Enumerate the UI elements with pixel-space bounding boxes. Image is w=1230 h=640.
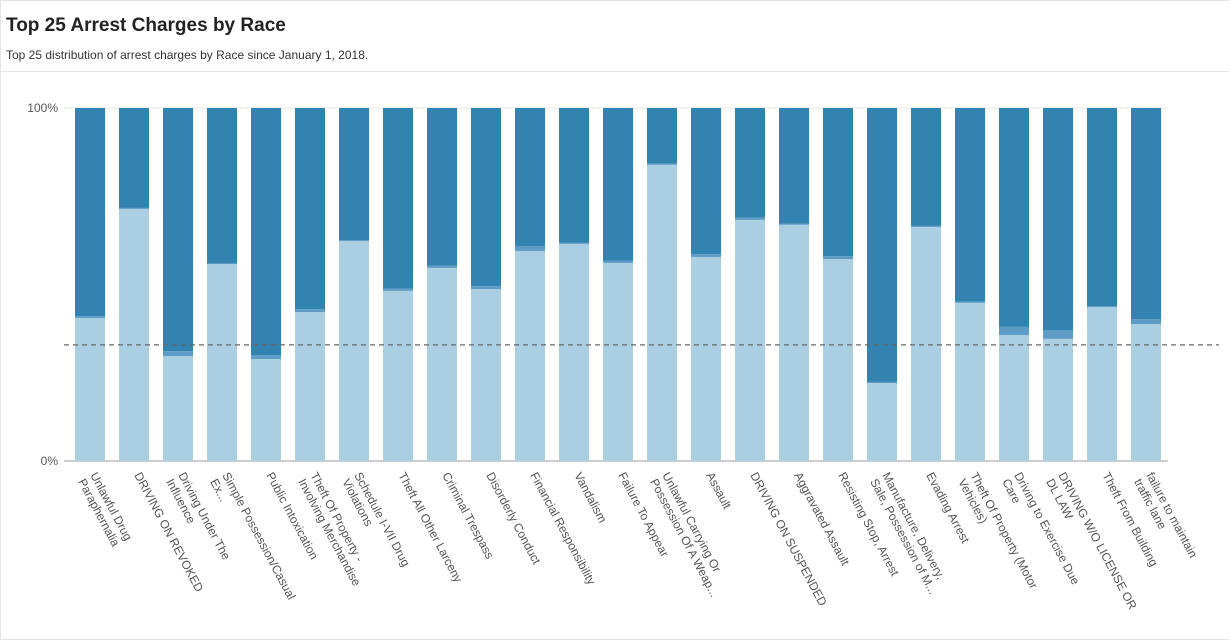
bar-segment — [427, 265, 457, 268]
bar-segment — [691, 256, 721, 461]
bar-segment — [207, 262, 237, 265]
bar-segment — [295, 312, 325, 461]
bar-segment — [647, 108, 677, 164]
bar-segment — [603, 260, 633, 263]
bar-segment — [163, 351, 193, 357]
bar-segment — [383, 290, 413, 461]
bar-segment — [1131, 324, 1161, 461]
bar-segment — [471, 108, 501, 287]
bar-segment — [911, 108, 941, 226]
bar-segment — [163, 108, 193, 352]
y-tick-label: 100% — [27, 101, 58, 115]
bar-segment — [163, 356, 193, 461]
bar-segment — [75, 108, 105, 317]
bar-segment — [471, 286, 501, 290]
bar-segment — [339, 241, 369, 461]
y-tick-label: 0% — [41, 454, 59, 468]
bar-segment — [75, 318, 105, 461]
bar-segment — [691, 254, 721, 257]
chart-subtitle: Top 25 distribution of arrest charges by… — [6, 48, 369, 62]
bar-segment — [1131, 319, 1161, 325]
bar-segment — [1043, 330, 1073, 339]
bar-segment — [735, 108, 765, 218]
bar-segment — [1043, 338, 1073, 461]
bar-segment — [823, 259, 853, 461]
bar-segment — [251, 108, 281, 356]
bar-segment — [911, 226, 941, 461]
x-tick-label: DRIVING ON SUSPENDED — [747, 470, 830, 609]
bar-segment — [955, 301, 985, 303]
bar-segment — [999, 326, 1029, 335]
bar-segment — [559, 242, 589, 244]
bar-segment — [603, 262, 633, 461]
bar-segment — [867, 382, 897, 461]
bar-segment — [339, 108, 369, 241]
bar-segment — [779, 108, 809, 224]
bar-segment — [735, 219, 765, 461]
bar-segment — [559, 108, 589, 243]
bar-segment — [1043, 108, 1073, 331]
bar-segment — [251, 355, 281, 359]
bar-segment — [515, 108, 545, 247]
x-tick-label: Assault — [703, 470, 734, 512]
separator — [1, 71, 1229, 72]
bar-segment — [911, 225, 941, 227]
bar-segment — [779, 224, 809, 461]
bar-segment — [823, 256, 853, 260]
bar-segment — [1087, 307, 1117, 461]
bar-segment — [691, 108, 721, 255]
bar-segment — [1087, 306, 1117, 308]
bar-segment — [295, 108, 325, 310]
bar-segment — [779, 223, 809, 225]
x-tick-label: Vandalism — [571, 470, 609, 525]
bar-segment — [515, 246, 545, 251]
bar-segment — [515, 250, 545, 461]
bar-segment — [427, 108, 457, 266]
bar-segment — [999, 108, 1029, 327]
x-tick-label: Unlawful Drug Paraphernalia — [75, 470, 136, 553]
bar-segment — [207, 264, 237, 461]
chart-title: Top 25 Arrest Charges by Race — [6, 15, 286, 36]
bar-segment — [339, 240, 369, 242]
bar-segment — [119, 208, 149, 461]
bar-segment — [383, 288, 413, 291]
bar-segment — [119, 108, 149, 208]
bar-segment — [207, 108, 237, 263]
bar-segment — [119, 207, 149, 209]
bar-segment — [427, 267, 457, 461]
bar-segment — [735, 217, 765, 220]
bar-segment — [251, 358, 281, 461]
bar-segment — [1087, 108, 1117, 307]
bar-segment — [999, 334, 1029, 461]
bar-segment — [1131, 108, 1161, 320]
bar-segment — [867, 381, 897, 383]
bar-segment — [295, 309, 325, 313]
bar-segment — [75, 316, 105, 319]
bar-segment — [647, 164, 677, 461]
bar-segment — [383, 108, 413, 289]
bar-segment — [955, 108, 985, 302]
bar-segment — [471, 289, 501, 461]
bar-segment — [559, 243, 589, 461]
bar-segment — [955, 302, 985, 461]
bar-segment — [647, 163, 677, 165]
bar-segment — [823, 108, 853, 257]
bar-segment — [867, 108, 897, 382]
bar-segment — [603, 108, 633, 261]
